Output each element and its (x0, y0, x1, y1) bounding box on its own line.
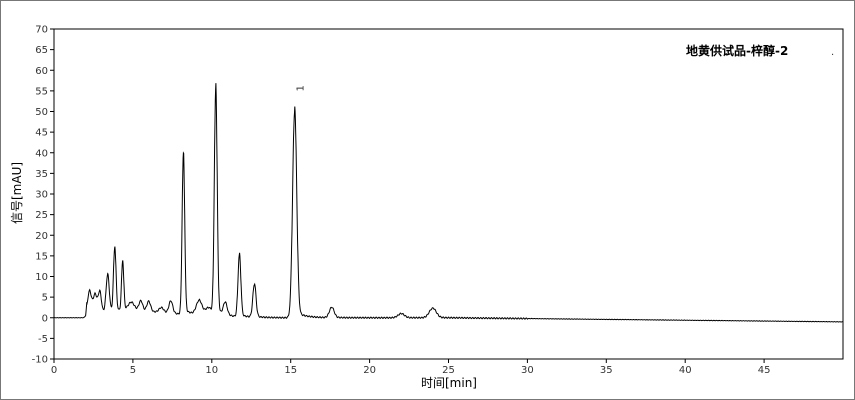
y-tick-label: -10 (32, 355, 48, 366)
x-tick-label: 45 (758, 365, 771, 376)
y-tick-label: 25 (35, 210, 48, 221)
y-tick-label: 0 (42, 313, 48, 324)
x-tick-label: 15 (284, 365, 297, 376)
y-tick-label: 20 (35, 231, 48, 242)
y-tick-label: 35 (35, 169, 48, 180)
y-tick-label: 65 (35, 45, 48, 56)
x-tick-label: 40 (679, 365, 692, 376)
y-tick-label: 40 (35, 148, 48, 159)
x-tick-label: 5 (130, 365, 136, 376)
y-tick-label: 55 (35, 86, 48, 97)
y-tick-label: 70 (35, 25, 48, 36)
y-tick-label: 30 (35, 190, 48, 201)
y-tick-label: -5 (38, 334, 48, 345)
y-tick-label: 50 (35, 107, 48, 118)
peak-label: 1 (296, 85, 307, 91)
y-tick-label: 5 (42, 293, 48, 304)
x-tick-label: 30 (521, 365, 534, 376)
x-tick-label: 25 (442, 365, 455, 376)
x-tick-label: 10 (205, 365, 218, 376)
marker-dot: . (831, 47, 834, 58)
y-tick-label: 45 (35, 128, 48, 139)
y-axis-label: 信号[mAU] (10, 162, 24, 224)
y-tick-label: 15 (35, 251, 48, 262)
signal-trace (53, 83, 843, 323)
y-tick-label: 10 (35, 272, 48, 283)
x-axis-label: 时间[min] (421, 376, 477, 390)
chart-title: 地黄供试品-梓醇-2 (686, 43, 788, 58)
y-tick-label: 60 (35, 66, 48, 77)
x-tick-label: 20 (363, 365, 376, 376)
x-tick-label: 35 (600, 365, 613, 376)
plot-area (53, 28, 844, 360)
x-tick-label: 0 (51, 365, 57, 376)
